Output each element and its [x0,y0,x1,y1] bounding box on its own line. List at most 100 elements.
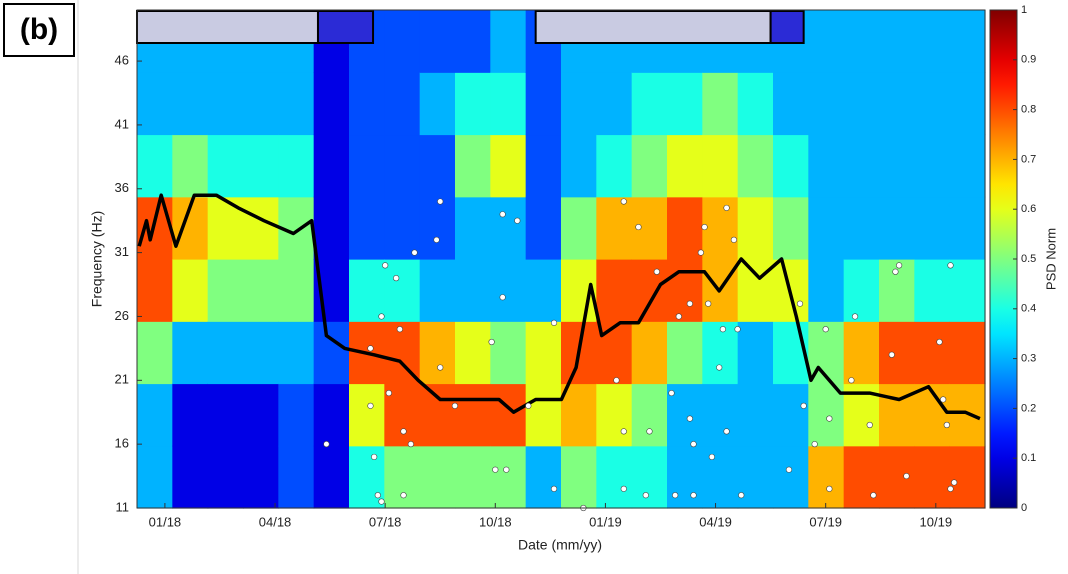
heatmap-cell [914,72,951,136]
heatmap-cell [773,196,809,260]
heatmap-cell [914,321,951,385]
colorbar-tick-label: 1 [1021,4,1027,16]
heatmap-cell [137,134,173,198]
heatmap-cell [419,259,456,322]
heatmap-cell [561,134,597,198]
data-point [499,211,506,218]
data-point [947,262,954,269]
data-point [378,313,385,320]
y-tick-label: 21 [115,372,129,387]
heatmap-cell [667,259,703,322]
heatmap-cell [631,445,668,509]
heatmap-cell [667,72,703,136]
heatmap-cell [243,383,279,447]
data-point [492,466,499,473]
heatmap-cell [384,321,421,385]
heatmap-cell [773,383,809,447]
heatmap-cell [879,10,915,73]
data-point [701,223,708,231]
data-point [620,198,627,205]
data-point [892,268,899,275]
heatmap-cell [808,445,845,509]
data-point [437,198,444,205]
heatmap-cell [313,383,350,447]
heatmap-cell [455,10,491,73]
heatmap-cell [313,72,350,136]
x-tick-label: 10/18 [479,514,512,529]
data-point [411,249,418,256]
heatmap-cell [843,10,880,73]
data-point [826,485,833,492]
heatmap-cell [879,196,915,260]
heatmap-cell [207,445,244,509]
data-point [936,338,943,346]
heatmap-cell [490,445,527,509]
data-point [716,364,723,371]
data-point [646,428,653,435]
heatmap-cell [773,445,809,509]
x-tick-label: 04/18 [259,514,292,529]
heatmap-cell [808,10,845,73]
heatmap-cell [172,134,209,198]
heatmap-cell [737,134,774,198]
heatmap-cell [667,445,703,509]
heatmap-cell [631,72,668,136]
heatmap-cell [172,383,209,447]
data-point [940,396,947,403]
data-point [499,294,506,301]
data-point [866,421,873,429]
data-point [323,441,330,448]
heatmap-cell [384,196,421,260]
data-point [367,402,374,409]
heatmap-cell [207,321,244,385]
heatmap-cell [525,259,562,322]
heatmap-cell [702,196,739,260]
period-bar [769,10,805,44]
heatmap-cell [137,72,173,136]
data-point [708,453,715,461]
period-bar [534,10,772,44]
data-point [888,351,895,358]
heatmap-cell [843,445,880,509]
heatmap-cell [879,259,915,322]
heatmap-cell [278,321,315,385]
y-tick-label: 36 [115,180,129,195]
colorbar-tick-label: 0.3 [1021,353,1036,365]
heatmap-cell [384,259,421,322]
data-point [811,441,818,448]
heatmap-cell [313,445,350,509]
heatmap-cell [278,259,315,322]
data-point [433,236,440,243]
heatmap-cell [843,196,880,260]
data-point [437,364,444,371]
heatmap-cell [914,134,951,198]
heatmap-cell [137,321,173,385]
heatmap-cell [455,383,491,447]
data-point [705,300,712,307]
heatmap-cell [525,134,562,198]
x-tick-label: 10/19 [920,514,953,529]
y-axis-label: Frequency (Hz) [89,211,105,307]
heatmap-cell [207,383,244,447]
heatmap-cell [737,196,774,260]
heatmap-cell [490,259,527,322]
data-point [382,262,389,269]
y-tick-label: 46 [115,53,129,68]
heatmap-cell [419,445,456,509]
heatmap-cell [490,196,527,260]
x-axis-label: Date (mm/yy) [518,537,602,553]
data-point [374,492,381,499]
period-bar [136,10,319,44]
heatmap-cell [455,196,491,260]
heatmap-cell [596,445,633,509]
heatmap-cell [737,383,774,447]
data-point [951,479,958,486]
heatmap-cell [419,383,456,447]
heatmap-cell [667,134,703,198]
heatmap-cell [631,383,668,447]
heatmap-cell [243,134,279,198]
panel-label: (b) [20,13,58,46]
colorbar-tick-label: 0.4 [1021,303,1036,315]
panel-label-box [3,3,75,57]
data-point [503,466,510,473]
